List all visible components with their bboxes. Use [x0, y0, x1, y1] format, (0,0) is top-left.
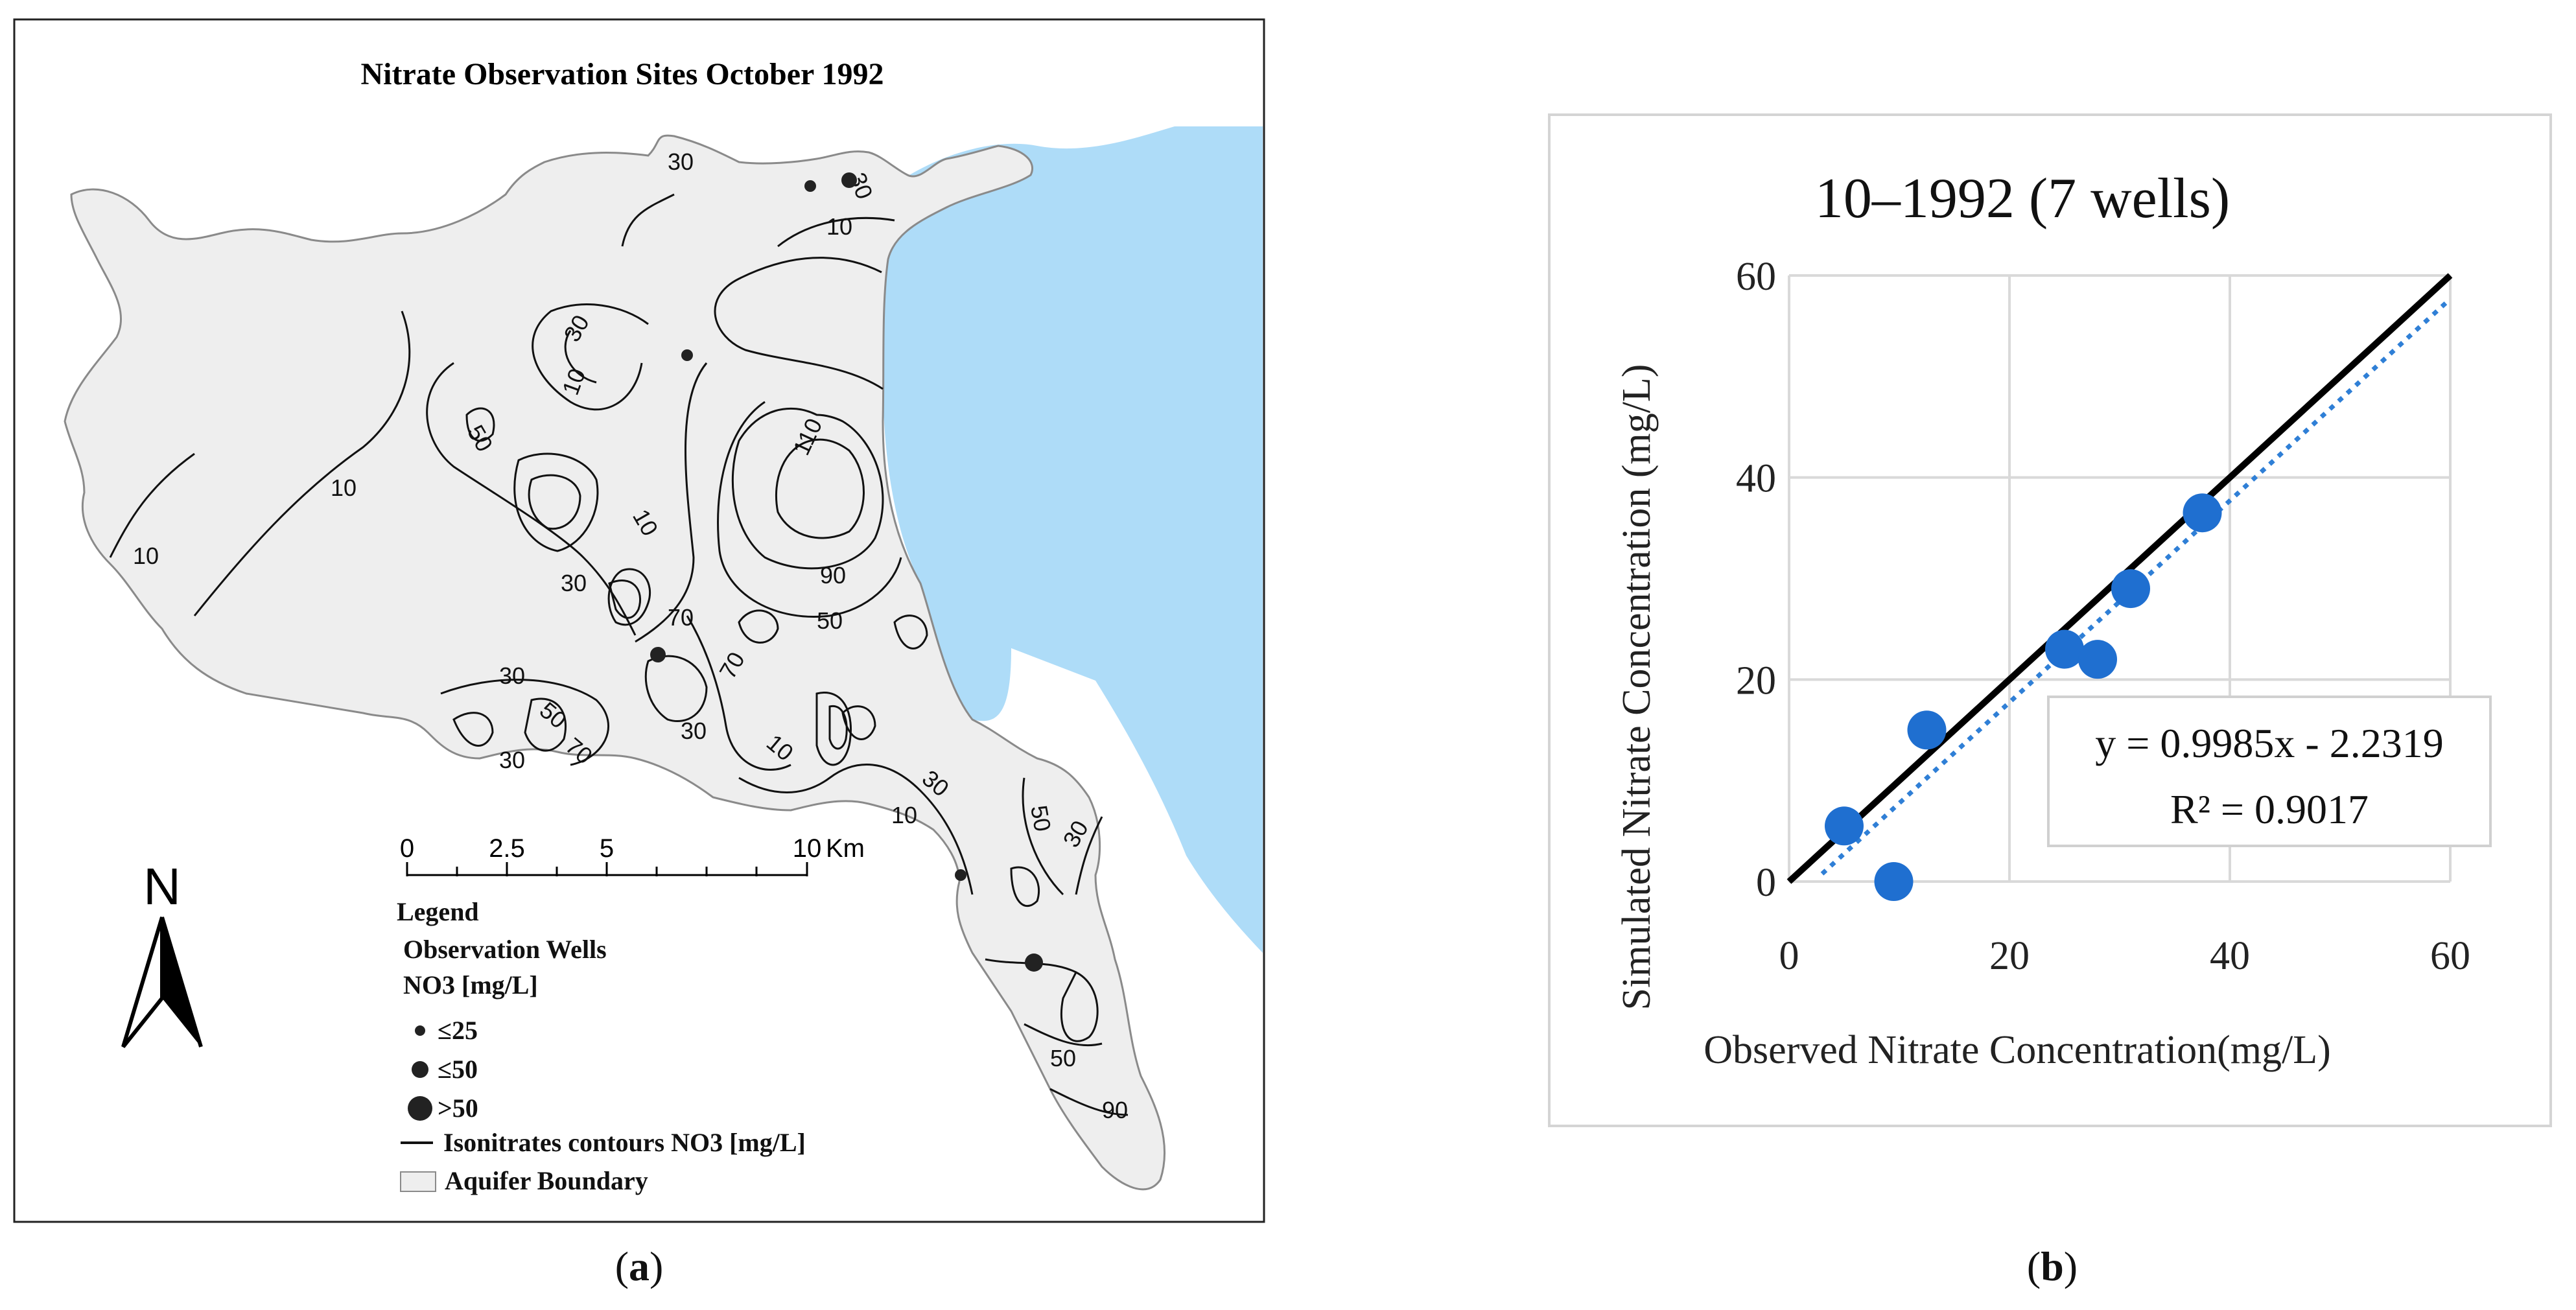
contour-label: 90: [820, 562, 846, 589]
y-tick-labels: 0 20 40 60: [1736, 255, 1776, 905]
contour-label: 30: [499, 747, 525, 773]
data-points: [1825, 493, 2222, 901]
well-point-small: [804, 180, 816, 192]
chart-frame: [1548, 113, 2552, 1127]
y-tick-label: 0: [1756, 861, 1776, 905]
panel-b-chart: 10–1992 (7 wells) 0 20 40 60 0 20 40 60 y = 0.…: [1548, 113, 2552, 1127]
legend-wells-units: NO3 [mg/L]: [403, 970, 538, 1000]
legend-symbol-medium: [412, 1061, 428, 1078]
r-squared: R² = 0.9017: [2170, 786, 2369, 832]
contour-label: 30: [499, 662, 525, 689]
scale-bar: 0 2.5 5 10 Km: [400, 834, 865, 876]
scale-tick-label: 2.5: [489, 834, 525, 863]
water-island: [1070, 614, 1107, 658]
contour-label: 30: [668, 148, 694, 175]
map-title: Nitrate Observation Sites October 1992: [361, 57, 884, 91]
observation-wells: [650, 172, 1043, 972]
linear-trendline: [1820, 297, 2452, 876]
contour-label: 50: [817, 607, 843, 634]
legend-wells-title: Observation Wells: [403, 935, 607, 964]
y-axis-label: Simulated Nitrate Concentration (mg/L): [1615, 364, 1659, 1011]
well-point-small: [681, 349, 693, 361]
equation-box: [2047, 696, 2492, 847]
x-tick-labels: 0 20 40 60: [1779, 934, 2471, 978]
north-label: N: [143, 858, 181, 915]
x-tick-label: 60: [2430, 934, 2470, 978]
x-axis-label: Observed Nitrate Concentration(mg/L): [1704, 1028, 2331, 1072]
panel-a-caption: (a): [615, 1243, 664, 1289]
data-point: [2111, 569, 2150, 609]
x-tick-label: 0: [1779, 934, 1799, 978]
legend-class-label: ≤25: [438, 1016, 478, 1045]
water-body: [882, 126, 1263, 953]
legend-heading: Legend: [397, 897, 479, 926]
contour-label: 10: [331, 474, 357, 501]
well-point-small: [955, 869, 966, 881]
contour-label: 10: [891, 802, 917, 828]
y-tick-label: 20: [1736, 659, 1776, 703]
legend-boundary-symbol: [400, 1171, 436, 1192]
contour-label: 10: [826, 213, 852, 240]
data-point: [2183, 493, 2222, 533]
north-arrow-icon: N: [121, 858, 203, 1048]
data-point: [2078, 640, 2117, 679]
legend-contour-label: Isonitrates contours NO3 [mg/L]: [443, 1128, 806, 1157]
legend-symbol-small: [415, 1025, 425, 1036]
contour-label: 10: [133, 543, 159, 569]
scale-tick-label: 0: [400, 834, 414, 863]
contour-label: 30: [561, 570, 587, 596]
legend-symbol-large: [408, 1096, 432, 1121]
y-tick-label: 60: [1736, 255, 1776, 299]
scale-unit: Km: [826, 834, 865, 863]
data-point: [1874, 862, 1914, 901]
panel-b-caption: (b): [2027, 1243, 2078, 1289]
x-tick-label: 40: [2210, 934, 2250, 978]
contour-label: 30: [681, 718, 707, 744]
isonitrate-contours: [109, 193, 1129, 1116]
chart-title: 10–1992 (7 wells): [1815, 167, 2230, 230]
well-point-medium: [650, 647, 666, 662]
legend-class-label: >50: [438, 1094, 478, 1123]
data-point: [1825, 806, 1864, 846]
trendline-equation: y = 0.9985x - 2.2319: [2095, 720, 2443, 766]
y-tick-label: 40: [1736, 457, 1776, 501]
scale-tick-label: 10: [793, 834, 822, 863]
well-point-medium: [841, 172, 857, 188]
scale-tick-label: 5: [600, 834, 614, 863]
contour-label: 50: [1050, 1045, 1076, 1071]
legend-boundary-label: Aquifer Boundary: [445, 1166, 648, 1195]
contour-label: 70: [668, 604, 694, 631]
map-legend: Legend Observation Wells NO3 [mg/L] ≤25 …: [397, 897, 806, 1195]
aquifer-boundary: [64, 134, 1166, 1191]
legend-class-label: ≤50: [438, 1055, 478, 1084]
data-point: [1907, 710, 1947, 750]
well-point-large: [1025, 953, 1043, 972]
x-tick-label: 20: [1989, 934, 2030, 978]
contour-label: 90: [1102, 1097, 1128, 1123]
data-point: [2045, 629, 2084, 669]
contour-label: 50: [1025, 803, 1056, 834]
panel-a-map: 30 30 10 30 10 50 10 110 90 10 10 30 70 …: [13, 18, 1265, 1223]
